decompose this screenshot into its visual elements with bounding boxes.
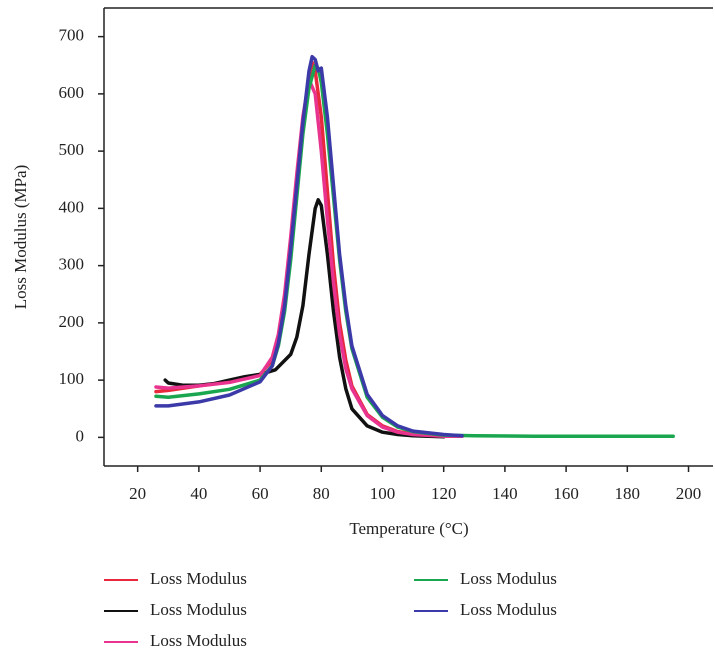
y-tick-label: 400 (59, 197, 85, 216)
y-tick-label: 200 (59, 312, 85, 331)
x-tick-label: 100 (370, 484, 396, 503)
legend-label: Loss Modulus (150, 631, 247, 650)
x-tick-label: 120 (431, 484, 457, 503)
y-tick-label: 700 (59, 26, 85, 45)
series-line (154, 77, 464, 438)
x-tick-label: 140 (492, 484, 518, 503)
x-tick-label: 180 (615, 484, 641, 503)
legend-label: Loss Modulus (460, 569, 557, 588)
y-tick-label: 300 (59, 255, 85, 274)
y-tick-label: 0 (76, 426, 85, 445)
legend-label: Loss Modulus (150, 569, 247, 588)
y-tick-label: 100 (59, 369, 85, 388)
x-axis-label: Temperature (°C) (349, 519, 468, 538)
x-tick-label: 40 (190, 484, 207, 503)
y-tick-label: 500 (59, 140, 85, 159)
x-tick-label: 160 (553, 484, 579, 503)
y-tick-label: 600 (59, 83, 85, 102)
x-tick-label: 80 (313, 484, 330, 503)
x-tick-label: 60 (252, 484, 269, 503)
y-axis-label: Loss Modulus (MPa) (11, 165, 30, 310)
x-tick-label: 200 (676, 484, 702, 503)
legend-label: Loss Modulus (150, 600, 247, 619)
x-tick-label: 20 (129, 484, 146, 503)
axes-frame (103, 7, 713, 467)
series-line (154, 54, 464, 438)
legend-label: Loss Modulus (460, 600, 557, 619)
